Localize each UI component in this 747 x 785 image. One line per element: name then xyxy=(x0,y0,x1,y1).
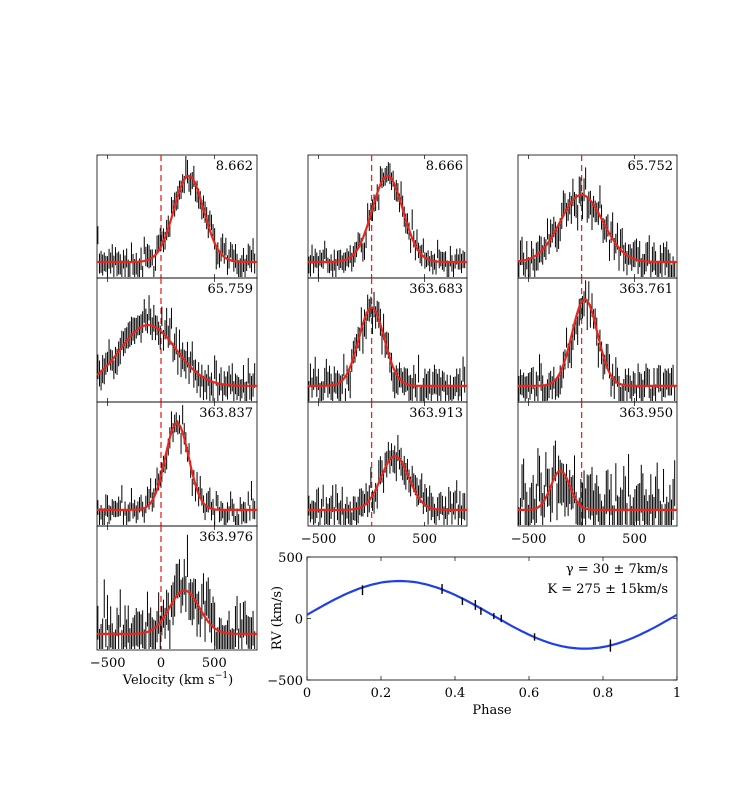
velocity-tick-label: 0 xyxy=(577,532,585,547)
rv-tick-label: −500 xyxy=(267,674,303,689)
panel-frame xyxy=(517,401,678,527)
gaussian-fit-curve xyxy=(308,454,467,511)
profile-panel-8: 65.752 xyxy=(517,154,678,279)
velocity-label-exponent: −1 xyxy=(215,671,228,681)
profile-panel-4: 363.976 xyxy=(96,525,258,651)
phase-tick-label: 0.8 xyxy=(593,686,614,701)
velocity-tick-label: −500 xyxy=(511,532,547,547)
profile-panel-2: 65.759 xyxy=(96,277,258,403)
rv-axis-label: RV (km/s) xyxy=(270,586,285,650)
profile-panel-3: 363.837 xyxy=(96,401,258,527)
velocity-tick-label: −500 xyxy=(90,656,126,671)
rv-model-curve xyxy=(306,579,678,650)
phase-tick-label: 1 xyxy=(673,686,681,701)
profile-panel-5: 8.666 xyxy=(307,154,468,279)
velocity-tick-label: 500 xyxy=(622,532,647,547)
panel-label: 8.662 xyxy=(216,159,253,174)
panel-label: 363.761 xyxy=(619,282,673,297)
gaussian-fit-curve xyxy=(96,323,258,387)
gaussian-fit-curve xyxy=(517,193,677,264)
panel-label: 65.752 xyxy=(628,159,674,174)
phase-tick-label: 0.2 xyxy=(371,686,392,701)
panel-label: 65.759 xyxy=(208,282,254,297)
k-annotation: K = 275 ± 15km/s xyxy=(547,582,668,597)
gaussian-fit-curve xyxy=(97,589,257,635)
phase-tick-label: 0.6 xyxy=(519,686,540,701)
velocity-axis-label: Velocity (km s−1) xyxy=(122,671,233,688)
rv-tick-label: 0 xyxy=(295,613,303,628)
profile-panel-7: 363.913 xyxy=(307,401,468,527)
velocity-tick-label: −500 xyxy=(301,532,337,547)
velocity-label-text: Velocity (km s xyxy=(122,673,215,688)
gaussian-fit-curve xyxy=(97,174,257,264)
velocity-axes: −500 0 500 −500 0 500 −500 0 500 xyxy=(90,532,647,671)
gaussian-fit-curve xyxy=(518,469,677,511)
phase-tick-label: 0.4 xyxy=(445,686,466,701)
panel-label: 363.683 xyxy=(409,282,463,297)
phase-axis-label: Phase xyxy=(472,703,512,718)
velocity-tick-label: 0 xyxy=(157,656,165,671)
panel-label: 8.666 xyxy=(426,159,463,174)
velocity-tick-label: 500 xyxy=(412,532,437,547)
rv-tick-label: 500 xyxy=(278,551,303,566)
gamma-annotation: γ = 30 ± 7km/s xyxy=(566,562,668,577)
gaussian-fit-curve xyxy=(308,174,467,264)
gaussian-fit-curve xyxy=(97,421,257,511)
velocity-tick-label: 0 xyxy=(367,532,375,547)
profile-panel-1: 8.662 xyxy=(96,154,258,279)
profile-panel-6: 363.683 xyxy=(307,277,468,403)
line-profile-panels: 8.662 65.759 363.837 363.976 8.666 363.683 363… xyxy=(96,154,678,651)
gaussian-fit-curve xyxy=(308,306,467,387)
velocity-tick-label: 500 xyxy=(202,656,227,671)
panel-label: 363.837 xyxy=(199,406,253,421)
phase-tick-label: 0 xyxy=(303,686,311,701)
velocity-label-close: ) xyxy=(228,673,233,688)
profile-panel-10: 363.950 xyxy=(517,401,678,527)
panel-label: 363.976 xyxy=(199,530,253,545)
gaussian-fit-curve xyxy=(518,297,677,387)
panel-frame xyxy=(96,525,258,651)
profile-panel-9: 363.761 xyxy=(517,277,678,403)
panel-frame xyxy=(307,401,468,527)
panel-label: 363.913 xyxy=(409,406,463,421)
panel-label: 363.950 xyxy=(619,406,673,421)
